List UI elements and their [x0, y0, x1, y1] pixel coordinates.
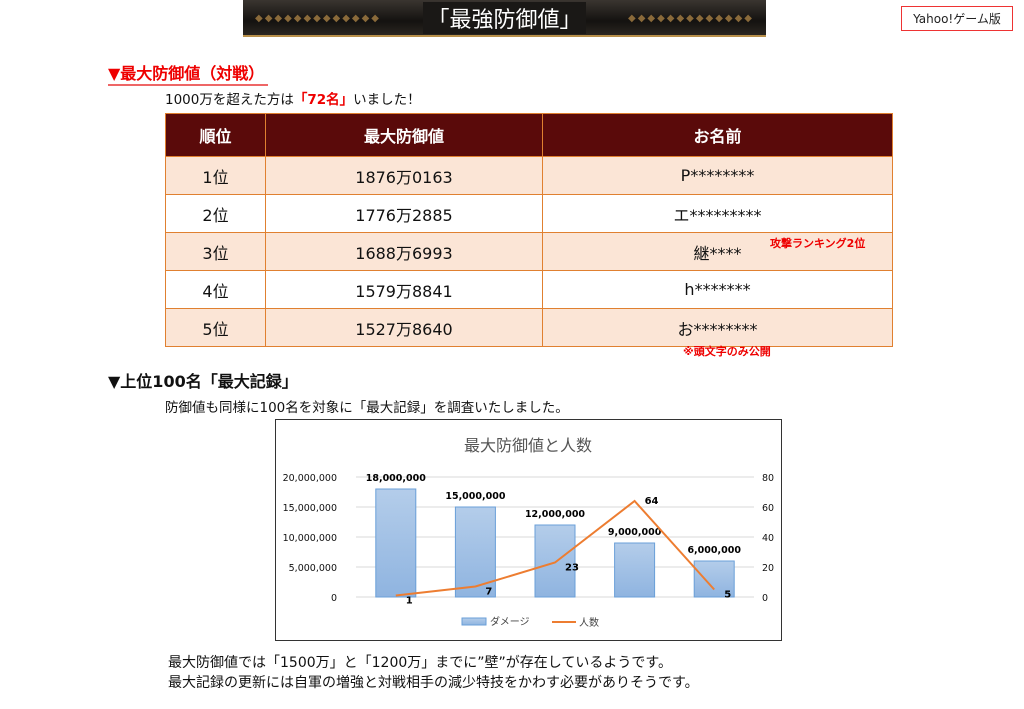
rank-cell: 3位 — [165, 232, 266, 271]
header-defense: 最大防御値 — [265, 113, 543, 157]
row3-note: 攻撃ランキング2位 — [770, 237, 866, 250]
ornament-right: ◆◆◆◆◆◆◆◆◆◆◆◆◆ — [628, 13, 754, 24]
right-tick-label: 20 — [762, 563, 774, 574]
conclusion-line-1: 最大防御値では「1500万」と「1200万」までに”壁”が存在しているようです。 — [168, 655, 672, 671]
banner-title: 「最強防御値」 — [423, 1, 586, 34]
table-footnote: ※頭文字のみ公開 — [683, 345, 771, 358]
bar — [614, 542, 656, 598]
line-data-label: 7 — [485, 587, 492, 598]
defense-cell: 1688万6993 — [265, 232, 543, 271]
legend-bar-label: ダメージ — [490, 615, 530, 628]
line-data-label: 64 — [645, 496, 659, 507]
line-data-label: 23 — [565, 563, 579, 574]
name-cell: P******** — [542, 156, 893, 195]
table-row: 4位 1579万8841 h******* — [165, 270, 893, 309]
left-tick-label: 15,000,000 — [283, 503, 337, 514]
intro-text: 1000万を超えた方は — [165, 92, 294, 108]
legend-bar-swatch — [461, 617, 487, 626]
name-cell: エ********* — [542, 194, 893, 233]
bar-data-label: 9,000,000 — [608, 527, 662, 538]
section1-intro: 1000万を超えた方は「72名」いました！ — [165, 88, 421, 108]
ranking-table: 順位 最大防御値 お名前 1位 1876万0163 P******** 2位 1776万… — [165, 113, 893, 347]
bar-data-label: 15,000,000 — [445, 491, 505, 502]
line-data-label: 1 — [406, 596, 413, 607]
chart: 最大防御値と人数 0 0 5,000,000 20 10,000,000 40 15,000,… — [275, 419, 782, 641]
conclusion-line-2: 最大記録の更新には自軍の増強と対戦相手の減少特技をかわす必要がありそうです。 — [168, 675, 699, 691]
left-tick-label: 20,000,000 — [283, 473, 337, 484]
defense-cell: 1527万8640 — [265, 308, 543, 347]
section2-intro: 防御値も同様に100名を対象に「最大記録」を調査いたしました。 — [165, 400, 569, 416]
defense-cell: 1579万8841 — [265, 270, 543, 309]
defense-cell: 1776万2885 — [265, 194, 543, 233]
intro-highlight: 「72名」 — [293, 92, 354, 108]
left-tick-label: 10,000,000 — [283, 533, 337, 544]
intro-text-after: いました！ — [353, 92, 421, 108]
defense-cell: 1876万0163 — [265, 156, 543, 195]
title-banner: ◆◆◆◆◆◆◆◆◆◆◆◆◆ ◆◆◆◆◆◆◆◆◆◆◆◆◆ 「最強防御値」 — [243, 0, 766, 37]
right-tick-label: 40 — [762, 533, 774, 544]
left-tick-label: 0 — [331, 593, 337, 604]
rank-cell: 1位 — [165, 156, 266, 195]
bar — [534, 524, 576, 598]
line-data-label: 5 — [724, 590, 731, 601]
line-series — [395, 499, 715, 597]
section2-heading: ▼上位100名「最大記録」 — [108, 372, 298, 391]
table-row: 2位 1776万2885 エ********* — [165, 194, 893, 233]
legend-line-label: 人数 — [579, 616, 599, 629]
rank-cell: 2位 — [165, 194, 266, 233]
bar — [375, 488, 417, 598]
right-tick-label: 80 — [762, 473, 774, 484]
platform-badge: Yahoo!ゲーム版 — [901, 6, 1013, 31]
left-tick-label: 5,000,000 — [289, 563, 337, 574]
bar — [454, 506, 496, 598]
chart-svg: 最大防御値と人数 0 0 5,000,000 20 10,000,000 40 15,000,… — [283, 436, 775, 629]
rank-cell: 5位 — [165, 308, 266, 347]
table-row: 5位 1527万8640 お******** — [165, 308, 893, 347]
ornament-left: ◆◆◆◆◆◆◆◆◆◆◆◆◆ — [255, 13, 381, 24]
header-name: お名前 — [542, 113, 893, 157]
bar-data-label: 12,000,000 — [525, 509, 585, 520]
chart-title: 最大防御値と人数 — [464, 436, 592, 455]
section1-heading: ▼最大防御値（対戦） — [108, 60, 269, 86]
right-tick-label: 0 — [762, 593, 768, 604]
bar — [693, 560, 735, 598]
table-row: 1位 1876万0163 P******** — [165, 156, 893, 195]
right-tick-label: 60 — [762, 503, 774, 514]
header-rank: 順位 — [165, 113, 266, 157]
bar-data-label: 18,000,000 — [366, 473, 426, 484]
name-cell: お******** — [542, 308, 893, 347]
table-row: 3位 1688万6993 継**** — [165, 232, 893, 271]
bar-data-label: 6,000,000 — [687, 545, 741, 556]
name-cell: h******* — [542, 270, 893, 309]
rank-cell: 4位 — [165, 270, 266, 309]
